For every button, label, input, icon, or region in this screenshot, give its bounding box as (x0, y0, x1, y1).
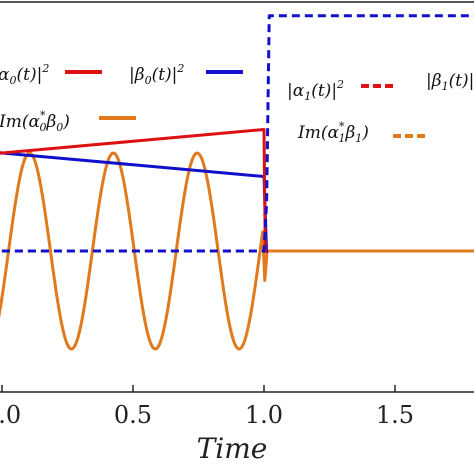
legend-label-alpha1: |α1(t)|2 (287, 78, 344, 103)
x-ticks: 0.0 0.5 1.0 1.5 (0, 385, 414, 429)
legend-label-beta1: |β1(t)| (426, 71, 474, 93)
x-tick-label: 1.0 (245, 401, 283, 429)
x-tick-label: 1.5 (376, 401, 414, 429)
series-beta1-line (0, 14, 474, 253)
x-tick-label: 0.0 (0, 401, 21, 429)
legend-label-im0: Im(α* 0β0) (0, 109, 70, 134)
legend-label-alpha0: α0(t)|2 (0, 62, 49, 87)
x-axis-label: Time (197, 432, 268, 465)
legend-label-im1: Im(α* 1β1) (297, 120, 369, 145)
legend-label-beta0: |β0(t)|2 (129, 62, 184, 87)
series-layer (0, 14, 474, 351)
series-alpha0-line (0, 127, 267, 253)
axes-frame (0, 1, 474, 393)
series-im0-line (0, 151, 474, 351)
x-tick-label: 0.5 (114, 401, 152, 429)
